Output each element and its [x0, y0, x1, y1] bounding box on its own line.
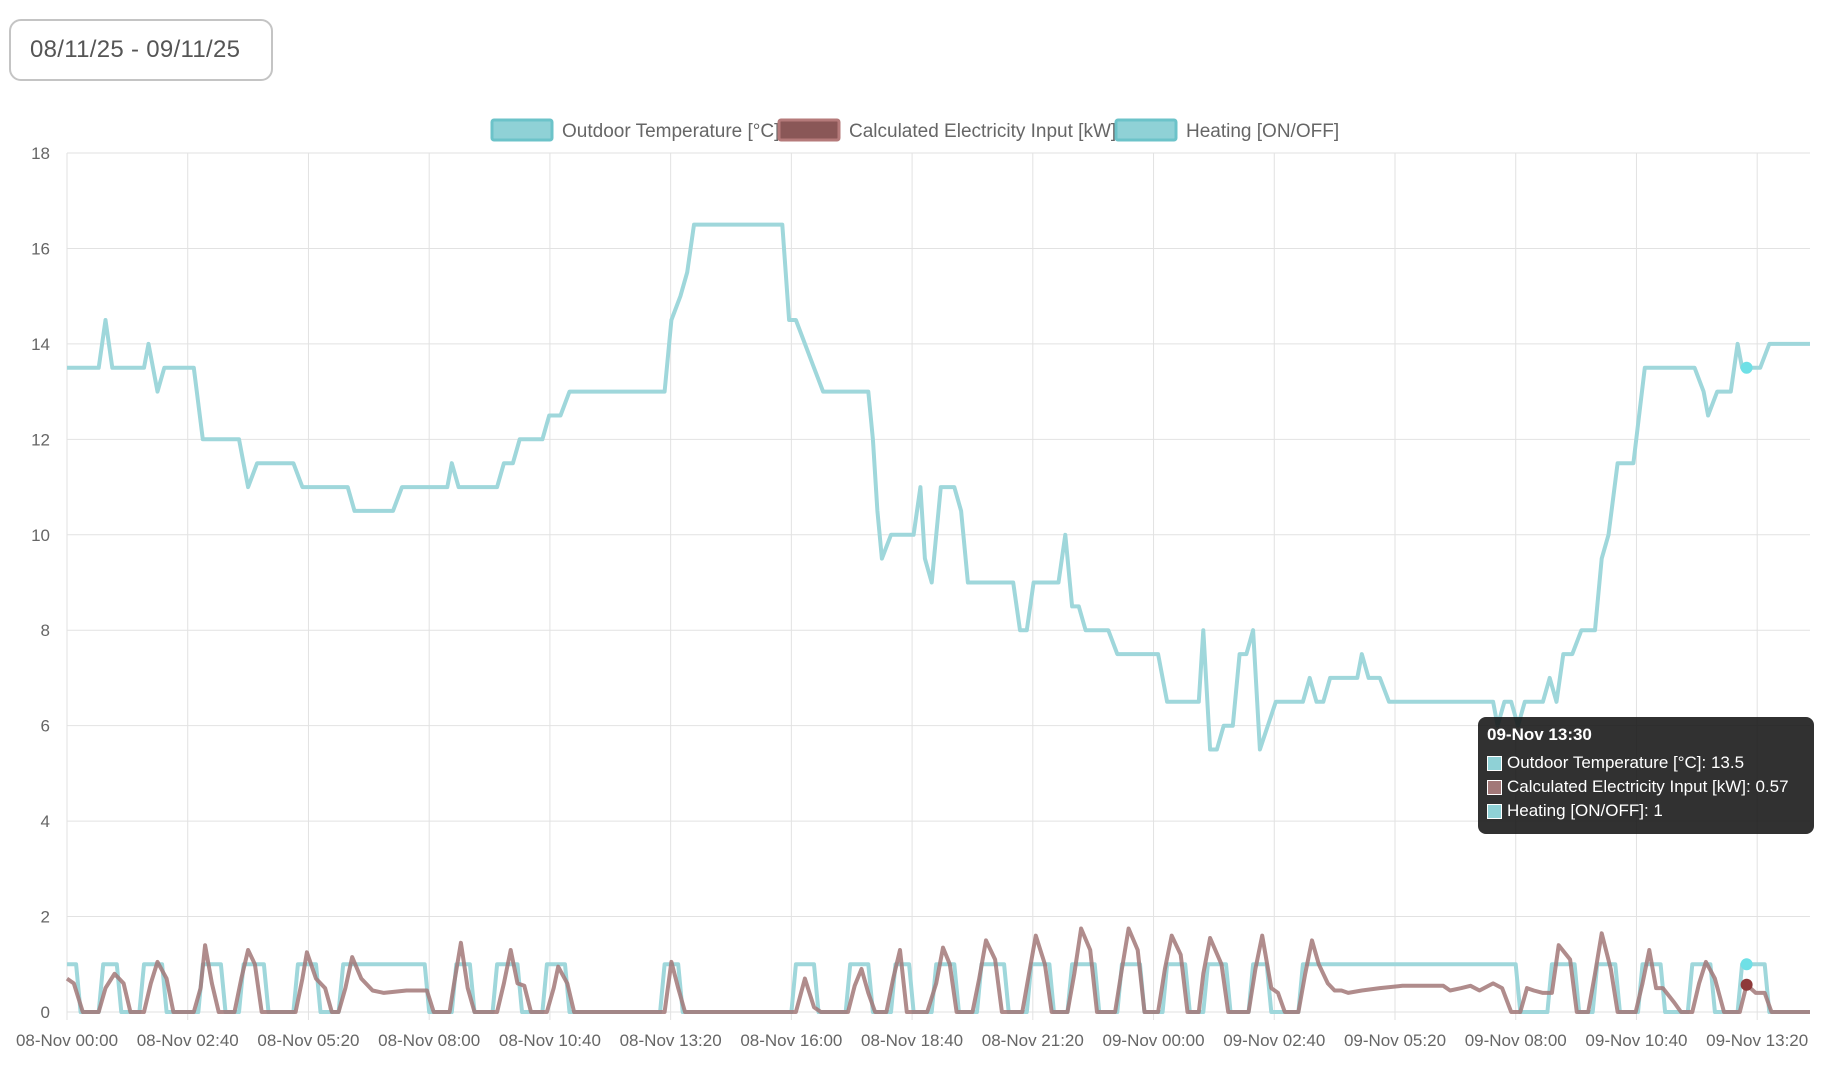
- x-tick-label: 08-Nov 02:40: [137, 1031, 239, 1050]
- hover-markers: [1740, 361, 1753, 991]
- x-tick-label: 09-Nov 05:20: [1344, 1031, 1446, 1050]
- x-tick-label: 08-Nov 00:00: [16, 1031, 118, 1050]
- date-range-picker[interactable]: 08/11/25 - 09/11/25: [9, 19, 273, 81]
- x-tick-label: 08-Nov 18:40: [861, 1031, 963, 1050]
- tooltip-row-electricity: Calculated Electricity Input [kW]: 0.57: [1487, 775, 1805, 799]
- x-tick-label: 08-Nov 21:20: [982, 1031, 1084, 1050]
- legend-item-heating[interactable]: Heating [ON/OFF]: [1114, 118, 1339, 142]
- y-tick-label: 4: [41, 812, 50, 831]
- y-tick-label: 18: [31, 144, 50, 163]
- y-tick-label: 2: [41, 908, 50, 927]
- legend-label: Heating [ON/OFF]: [1186, 121, 1339, 142]
- tooltip-swatch-electricity: [1487, 779, 1502, 795]
- x-tick-label: 08-Nov 13:20: [620, 1031, 722, 1050]
- x-tick-label: 08-Nov 10:40: [499, 1031, 601, 1050]
- tooltip-text-temperature: Outdoor Temperature [°C]: 13.5: [1507, 753, 1745, 772]
- x-tick-label: 08-Nov 08:00: [378, 1031, 480, 1050]
- legend-swatch: [1114, 118, 1178, 142]
- x-tick-label: 09-Nov 13:20: [1706, 1031, 1808, 1050]
- tooltip-row-heating: Heating [ON/OFF]: 1: [1487, 799, 1805, 823]
- y-tick-label: 10: [31, 526, 50, 545]
- y-tick-label: 14: [31, 335, 50, 354]
- chart-series: [65, 222, 1810, 1014]
- y-tick-label: 6: [41, 717, 50, 736]
- tooltip-text-heating: Heating [ON/OFF]: 1: [1507, 801, 1663, 820]
- x-axis: 08-Nov 00:00 08-Nov 02:40 08-Nov 05:20 08-N…: [16, 1031, 1808, 1050]
- x-tick-label: 09-Nov 02:40: [1223, 1031, 1325, 1050]
- tooltip-swatch-heating: [1487, 803, 1502, 819]
- legend-swatch: [490, 118, 554, 142]
- legend-item-outdoor-temperature[interactable]: Outdoor Temperature [°C]: [490, 118, 779, 142]
- legend-label: Outdoor Temperature [°C]: [562, 121, 779, 142]
- legend-item-electricity[interactable]: Calculated Electricity Input [kW]: [777, 118, 1116, 142]
- x-tick-label: 08-Nov 16:00: [740, 1031, 842, 1050]
- x-tick-label: 09-Nov 00:00: [1103, 1031, 1205, 1050]
- x-tick-label: 09-Nov 08:00: [1465, 1031, 1567, 1050]
- hover-point-temperature: [1740, 361, 1753, 374]
- y-tick-label: 8: [41, 621, 50, 640]
- chart-grid: [66, 152, 1810, 1020]
- hover-point-heating: [1740, 958, 1753, 971]
- y-tick-label: 0: [41, 1003, 50, 1022]
- y-tick-label: 16: [31, 239, 50, 258]
- chart-tooltip: 09-Nov 13:30 Outdoor Temperature [°C]: 1…: [1478, 717, 1814, 834]
- x-tick-label: 09-Nov 10:40: [1585, 1031, 1687, 1050]
- tooltip-text-electricity: Calculated Electricity Input [kW]: 0.57: [1507, 777, 1789, 796]
- chart-legend[interactable]: Outdoor Temperature [°C] Calculated Elect…: [490, 118, 1339, 142]
- hover-point-electricity: [1740, 978, 1753, 991]
- tooltip-row-temperature: Outdoor Temperature [°C]: 13.5: [1487, 751, 1805, 775]
- y-axis: 0 2 4 6 8 10 12 14 16 18: [31, 144, 50, 1022]
- y-tick-label: 12: [31, 430, 50, 449]
- legend-swatch: [777, 118, 841, 142]
- x-tick-label: 08-Nov 05:20: [257, 1031, 359, 1050]
- series-line-outdoor-temperature: [67, 222, 1810, 752]
- tooltip-swatch-temperature: [1487, 755, 1502, 771]
- legend-label: Calculated Electricity Input [kW]: [849, 121, 1116, 142]
- tooltip-title: 09-Nov 13:30: [1487, 725, 1592, 744]
- series-line-electricity: [65, 926, 1810, 1014]
